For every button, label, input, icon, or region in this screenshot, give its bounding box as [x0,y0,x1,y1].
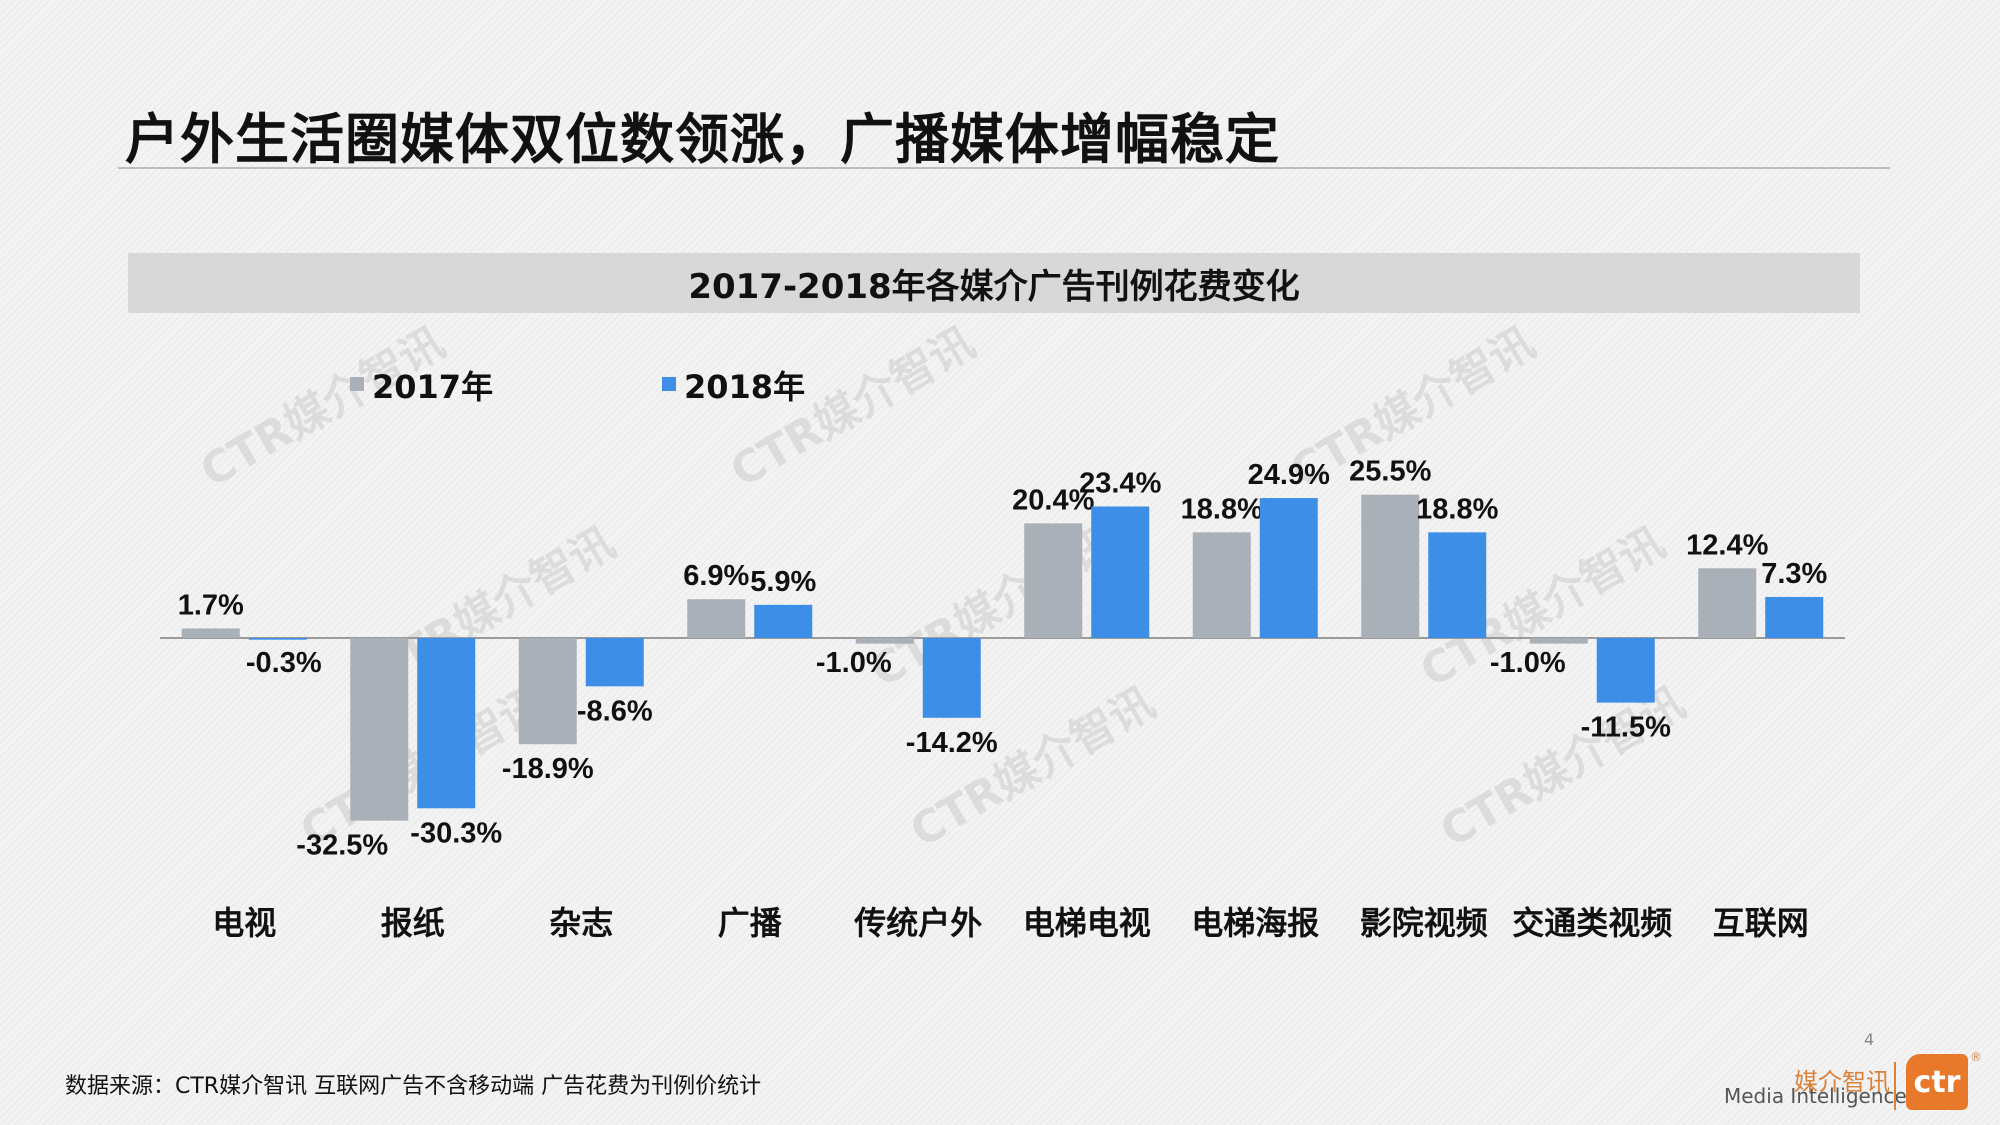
bar-2018-10 [1765,596,1824,638]
watermark-text: CTR媒介智讯 [862,517,1123,697]
bar-2018-4 [754,604,813,638]
data-label: 6.9% [683,560,749,592]
data-label: 24.9% [1248,459,1330,491]
category-label: 互联网 [1713,904,1809,942]
data-label: 7.3% [1761,558,1827,590]
source-note: 数据来源：CTR媒介智讯 互联网广告不含移动端 广告花费为刊例价统计 [65,1074,762,1099]
brand-name-en: Media Intelligence [1724,1084,1907,1108]
data-label: 25.5% [1349,456,1431,488]
data-label: -18.9% [502,753,594,785]
category-label: 交通类视频 [1512,904,1672,942]
brand-divider [1894,1062,1896,1110]
bar-2017-9 [1529,638,1588,644]
bar-2018-7 [1259,498,1318,638]
watermark-text: CTR媒介智讯 [1432,677,1693,857]
category-label: 传统户外 [853,904,982,942]
category-label: 电梯海报 [1191,904,1319,942]
bar-2017-4 [687,599,746,638]
data-label: 20.4% [1012,484,1094,516]
category-label: 广播 [718,904,783,942]
brand-name-cn: 媒介智讯 [1794,1068,1890,1096]
title-divider [118,167,1890,169]
bar-2017-8 [1361,494,1420,638]
data-label: -30.3% [410,817,502,849]
page-number: 4 [1864,1030,1875,1049]
legend-swatch-2018 [662,377,676,391]
bar-2017-2 [350,638,409,821]
category-label: 报纸 [381,904,445,942]
data-label: 5.9% [750,566,816,598]
data-label: -8.6% [577,695,653,727]
bar-2018-1 [248,638,307,640]
data-label: 1.7% [178,589,244,621]
bar-2017-6 [1024,523,1083,638]
legend-label-2017: 2017年 [372,368,493,406]
legend-label-2018: 2018年 [684,368,805,406]
data-label: -0.3% [246,647,322,679]
bar-2018-2 [417,638,476,809]
data-label: 12.4% [1686,529,1768,561]
bar-2017-5 [855,638,914,644]
watermark-text: CTR媒介智讯 [192,317,453,497]
data-label: 18.8% [1416,493,1498,525]
registered-mark: ® [1970,1050,1982,1064]
data-label: 23.4% [1079,467,1161,499]
data-label: -11.5% [1581,712,1671,744]
category-label: 电梯电视 [1023,904,1151,942]
bar-2017-1 [181,628,240,638]
category-label: 杂志 [549,904,613,942]
bar-2018-5 [922,638,981,718]
ctr-logo-icon: ctr [1906,1054,1968,1110]
bar-2017-7 [1192,532,1251,638]
data-label: 18.8% [1181,493,1263,525]
watermark-text: CTR媒介智讯 [722,317,983,497]
bar-2017-10 [1698,568,1757,638]
bar-2018-8 [1428,532,1487,638]
slide-title: 户外生活圈媒体双位数领涨，广播媒体增幅稳定 [125,108,1280,171]
bar-2017-3 [518,638,577,745]
bar-2018-3 [585,638,644,687]
legend-swatch-2017 [350,377,364,391]
category-label: 电视 [212,904,276,942]
category-label: 影院视频 [1360,904,1488,942]
data-label: -1.0% [1490,647,1566,679]
bar-2018-6 [1091,506,1150,638]
data-label: -1.0% [816,647,892,679]
bar-2018-9 [1596,638,1655,703]
data-label: -14.2% [906,727,998,759]
chart-title: 2017-2018年各媒介广告刊例花费变化 [128,253,1860,313]
data-label: -32.5% [296,830,388,862]
